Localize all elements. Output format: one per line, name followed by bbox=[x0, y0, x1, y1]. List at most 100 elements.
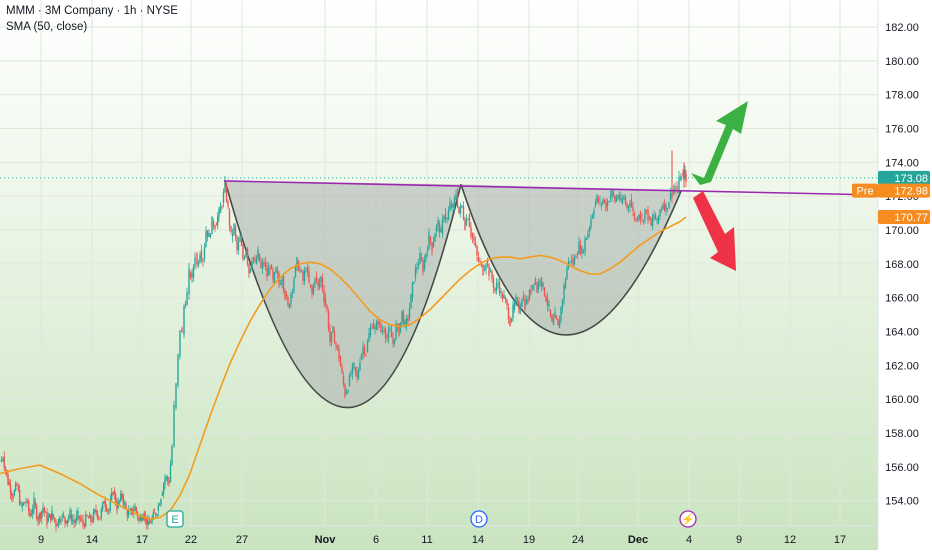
candle-body bbox=[555, 316, 558, 319]
candle-body bbox=[492, 279, 495, 289]
candle-body bbox=[611, 189, 613, 197]
candle-body bbox=[199, 254, 201, 263]
candle-body bbox=[636, 219, 639, 221]
candle-body bbox=[123, 503, 126, 505]
candle-body bbox=[120, 493, 122, 501]
candle-body bbox=[270, 265, 273, 270]
x-tick-label: 17 bbox=[834, 534, 846, 546]
candle-body bbox=[629, 203, 631, 207]
candle-body bbox=[516, 300, 519, 302]
candle-body bbox=[407, 318, 409, 321]
candle-body bbox=[465, 219, 468, 225]
candle-body bbox=[603, 199, 606, 202]
candle-body bbox=[113, 490, 116, 494]
candle-body bbox=[242, 245, 244, 260]
candle-body bbox=[135, 507, 138, 513]
candle-body bbox=[417, 263, 420, 266]
candle-body bbox=[243, 257, 246, 259]
candle-body bbox=[618, 194, 621, 200]
candle-body bbox=[459, 206, 462, 214]
candle-body bbox=[656, 218, 658, 220]
candle-body bbox=[426, 249, 429, 253]
candle-body bbox=[246, 248, 249, 264]
candle-body bbox=[317, 279, 319, 286]
candle-body bbox=[666, 208, 669, 209]
candle-body bbox=[602, 199, 604, 204]
candle-body bbox=[617, 195, 619, 198]
candle-body bbox=[61, 515, 64, 516]
candle-body bbox=[503, 294, 505, 299]
candle-body bbox=[157, 505, 160, 511]
candle-body bbox=[105, 506, 108, 511]
candle-body bbox=[419, 252, 421, 264]
candle-body bbox=[668, 202, 670, 209]
candle-body bbox=[410, 294, 412, 309]
candle-body bbox=[168, 480, 170, 485]
candle-body bbox=[678, 176, 680, 193]
candle-body bbox=[236, 236, 238, 250]
candle-body bbox=[22, 502, 25, 505]
sma-path bbox=[0, 216, 687, 521]
candle-body bbox=[27, 501, 30, 511]
candle-body bbox=[12, 496, 14, 499]
candle-body bbox=[228, 209, 231, 226]
candle-body bbox=[308, 271, 310, 283]
candle-body bbox=[121, 493, 123, 498]
candle-body bbox=[52, 514, 55, 518]
event-marker-1[interactable]: E bbox=[166, 510, 184, 528]
candle-body bbox=[57, 518, 60, 526]
candle-body bbox=[509, 319, 511, 327]
candle-body bbox=[642, 220, 645, 222]
symbol-title[interactable]: MMM · 3M Company · 1h · NYSE bbox=[6, 5, 178, 17]
candle-body bbox=[449, 201, 451, 211]
pre-market-badge-tag-label: Pre bbox=[856, 186, 873, 198]
candle-body bbox=[140, 516, 143, 521]
candle-body bbox=[575, 256, 577, 258]
candle-body bbox=[151, 517, 153, 523]
x-tick-label: 11 bbox=[421, 534, 432, 546]
candle-body bbox=[443, 216, 445, 220]
candle-body bbox=[551, 315, 553, 322]
candle-body bbox=[116, 504, 118, 511]
candle-body bbox=[405, 318, 408, 327]
candle-body bbox=[359, 362, 361, 371]
candle-body bbox=[82, 519, 84, 525]
candle-body bbox=[356, 371, 358, 378]
candle-body bbox=[323, 289, 325, 302]
candle-body bbox=[134, 506, 136, 511]
candle-body bbox=[653, 214, 655, 219]
candle-body bbox=[597, 197, 600, 202]
time-axis[interactable]: 9 14 17 22 27 Nov 6 11 14 19 24 Dec 4 9 12 17 bbox=[38, 534, 846, 546]
price-axis[interactable]: 182.00180.00178.00176.00174.00172.00170.… bbox=[885, 22, 919, 508]
candle-body bbox=[166, 476, 169, 481]
candle-body bbox=[42, 507, 44, 511]
candle-body bbox=[402, 312, 405, 325]
candle-body bbox=[416, 267, 418, 269]
candle-body bbox=[591, 215, 594, 219]
candle-body bbox=[34, 502, 37, 506]
candle-body bbox=[146, 516, 148, 525]
candle-body bbox=[512, 304, 514, 319]
candle-body bbox=[230, 225, 232, 233]
candle-body bbox=[152, 512, 154, 520]
candle-body bbox=[336, 345, 339, 349]
candle-body bbox=[68, 516, 70, 520]
candle-body bbox=[59, 518, 61, 522]
indicator-label[interactable]: SMA (50, close) bbox=[6, 21, 88, 33]
candle-body bbox=[37, 518, 39, 523]
event-marker-3[interactable]: ⚡ bbox=[679, 510, 697, 528]
event-marker-2[interactable]: D bbox=[470, 510, 488, 528]
candle-body bbox=[26, 500, 29, 502]
candle-body bbox=[206, 230, 209, 238]
candle-body bbox=[522, 295, 525, 300]
candle-body bbox=[96, 510, 99, 518]
candle-body bbox=[515, 296, 517, 303]
candle-body bbox=[83, 524, 86, 527]
candle-body bbox=[25, 501, 27, 503]
events[interactable]: E D ⚡ bbox=[166, 510, 697, 528]
candle-body bbox=[257, 249, 259, 259]
candle-body bbox=[127, 510, 130, 516]
candle-body bbox=[350, 374, 352, 376]
